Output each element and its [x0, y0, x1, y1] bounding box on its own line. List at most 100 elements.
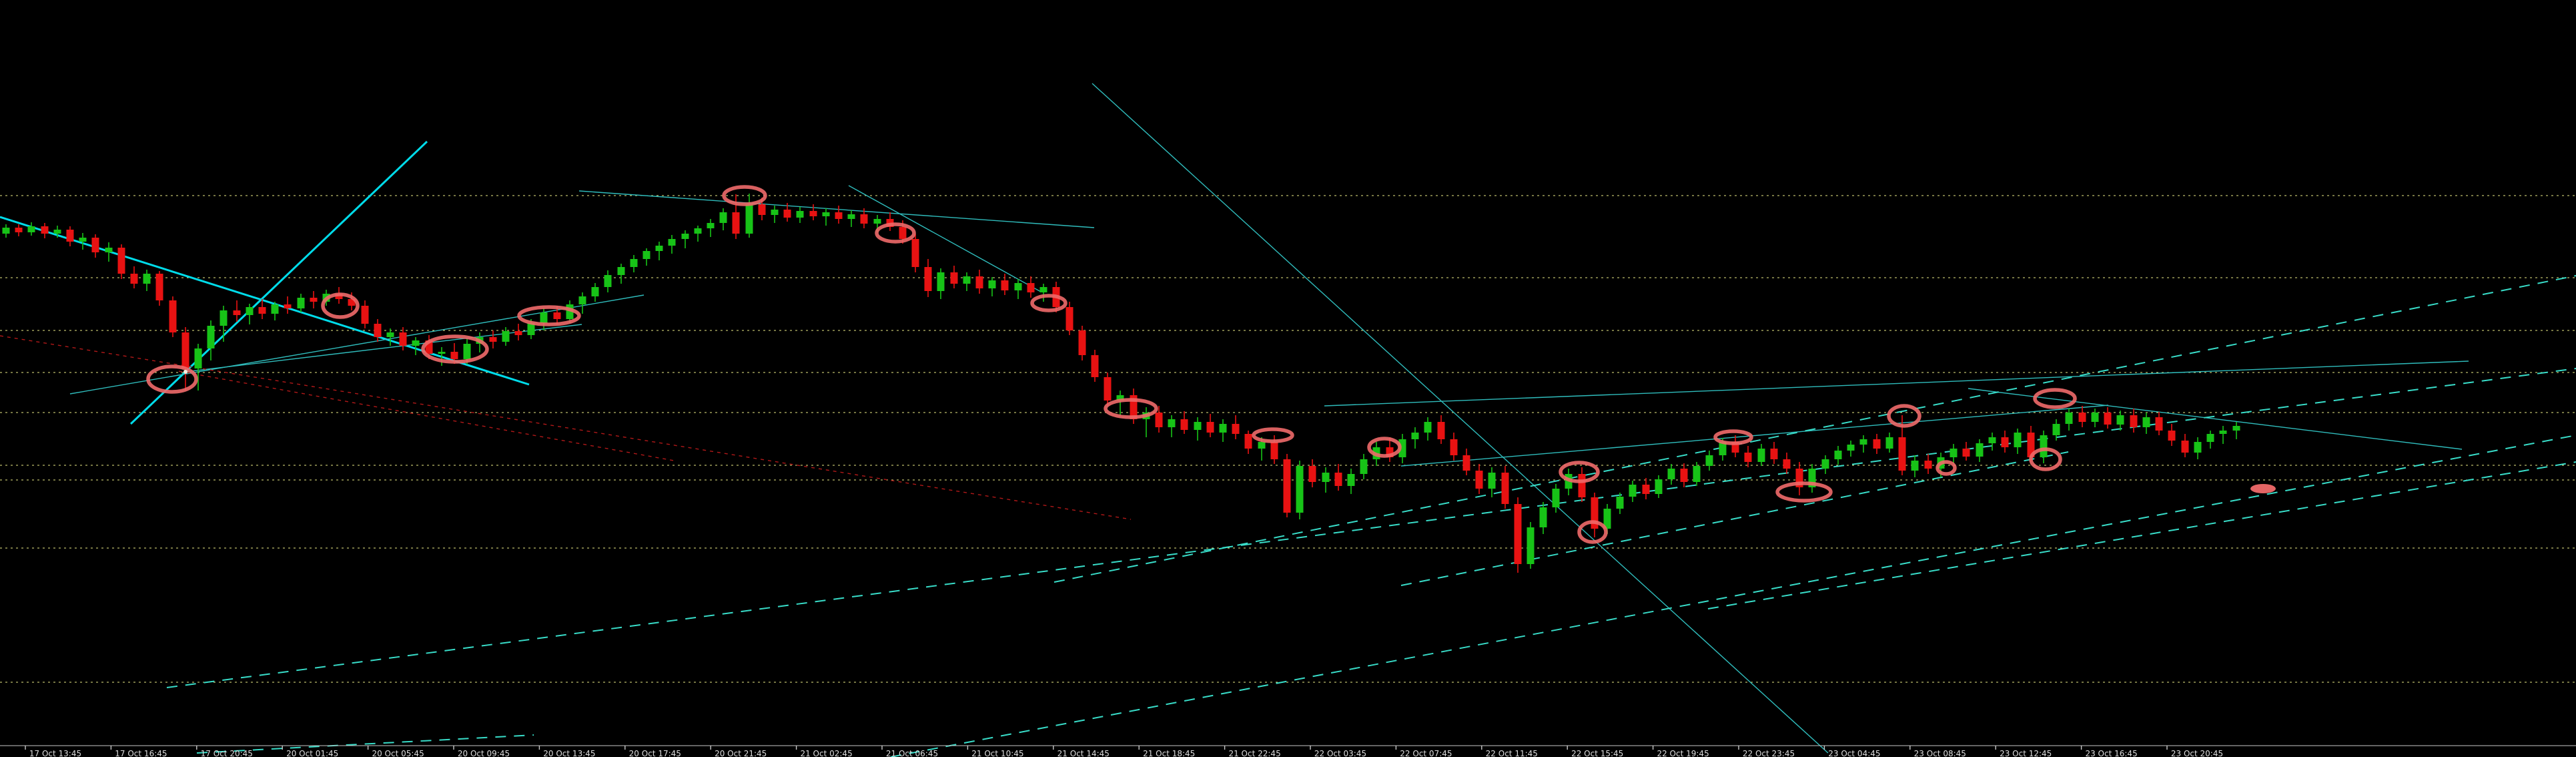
time-axis-label: 22 Oct 23:45 [1743, 749, 1795, 757]
time-axis-label: 21 Oct 10:45 [971, 749, 1023, 757]
candle [117, 248, 125, 274]
candle [1014, 283, 1022, 290]
time-axis-label: 20 Oct 05:45 [372, 749, 424, 757]
candle [1731, 442, 1739, 453]
annotation-circle[interactable] [875, 222, 916, 244]
trendline-thin[interactable] [1968, 388, 2463, 450]
trendline-thin[interactable] [69, 294, 645, 395]
annotation-circle[interactable] [722, 185, 767, 206]
candle [386, 332, 394, 337]
candle [425, 340, 433, 354]
candle [1180, 419, 1188, 430]
annotation-circle[interactable] [1775, 481, 1833, 503]
candle [1283, 459, 1291, 513]
candle [1308, 466, 1316, 482]
candle [1527, 527, 1535, 564]
annotation-circle[interactable] [1559, 461, 1600, 483]
candle [553, 312, 561, 319]
candle [2052, 424, 2060, 435]
annotation-circle[interactable] [2033, 388, 2077, 409]
candle [681, 234, 689, 239]
trendline-red_dash[interactable] [0, 335, 1132, 520]
trendline-teal_dash[interactable] [196, 734, 534, 754]
annotation-circle[interactable] [1104, 398, 1158, 419]
candle [1757, 449, 1765, 462]
time-axis-label: 20 Oct 21:45 [715, 749, 767, 757]
candle [194, 348, 202, 368]
candle [950, 272, 958, 284]
annotation-circle[interactable] [1030, 294, 1067, 312]
trendline-thin[interactable] [1092, 83, 1829, 754]
candle [514, 331, 522, 335]
trendline-teal_dash[interactable] [890, 435, 2576, 757]
candle [2232, 426, 2240, 431]
annotation-circle[interactable] [517, 305, 581, 326]
candle [1578, 474, 1586, 497]
candle [2219, 431, 2227, 434]
candle [1603, 509, 1611, 529]
candle [374, 324, 382, 337]
trendline-thin[interactable] [578, 190, 1095, 228]
trendline-red_dash[interactable] [178, 370, 675, 461]
time-axis-label: 22 Oct 03:45 [1314, 749, 1366, 757]
candle [1976, 443, 1984, 457]
trendline-thin[interactable] [185, 324, 582, 372]
trendline-thin[interactable] [848, 185, 1041, 292]
trendline-thick[interactable] [129, 140, 428, 425]
annotation-circle[interactable] [1936, 460, 1957, 476]
time-axis-label: 21 Oct 06:45 [886, 749, 938, 757]
candle [1744, 453, 1752, 462]
candle [361, 306, 369, 324]
candle [105, 248, 113, 252]
candle [2194, 442, 2202, 453]
candle [1719, 442, 1727, 455]
trendline-thick[interactable] [0, 216, 530, 386]
candle [1450, 439, 1458, 455]
candle [1770, 449, 1778, 459]
annotation-circle[interactable] [1252, 427, 1294, 443]
candle [1795, 469, 1803, 487]
candle [1667, 469, 1675, 479]
candle [707, 223, 715, 228]
annotation-circle[interactable] [1713, 429, 1753, 445]
time-axis-label: 23 Oct 16:45 [2085, 749, 2137, 757]
candle [463, 344, 471, 359]
candle [2104, 413, 2112, 425]
candle [617, 267, 625, 275]
candle [963, 276, 971, 284]
candle [207, 326, 215, 348]
trendline-thin[interactable] [1400, 405, 2109, 467]
candle [642, 251, 651, 259]
candle [399, 332, 407, 346]
annotation-circle[interactable] [321, 292, 360, 319]
candle [1859, 439, 1867, 445]
annotation-filled-dash[interactable] [2250, 484, 2276, 493]
trendline-thin[interactable] [1324, 360, 2469, 407]
annotation-circle[interactable] [1577, 520, 1608, 544]
time-axis-label: 17 Oct 20:45 [201, 749, 253, 757]
candle [2027, 433, 2035, 457]
trendline-teal_dash[interactable] [166, 368, 2576, 688]
annotation-circle[interactable] [1367, 437, 1402, 458]
annotation-circle[interactable] [1887, 404, 1921, 428]
candle [258, 307, 266, 314]
candle [1206, 422, 1214, 433]
candle [91, 238, 99, 252]
time-axis-label: 23 Oct 08:45 [1914, 749, 1966, 757]
candle [847, 214, 855, 219]
candle [1424, 422, 1432, 433]
annotation-circle[interactable] [2029, 447, 2062, 471]
candle [758, 204, 766, 215]
candle [1078, 330, 1086, 355]
annotation-circle[interactable] [146, 364, 198, 394]
candle [771, 210, 779, 215]
candle [1488, 473, 1496, 489]
candle [1962, 449, 1970, 457]
trendline-teal_dash[interactable] [1053, 275, 2576, 583]
trendline-teal_dash[interactable] [1400, 451, 2069, 586]
candles-layer [2, 194, 2240, 573]
trendline-teal_dash[interactable] [1707, 461, 2576, 609]
annotation-circle[interactable] [421, 334, 489, 364]
candle [2065, 413, 2073, 424]
